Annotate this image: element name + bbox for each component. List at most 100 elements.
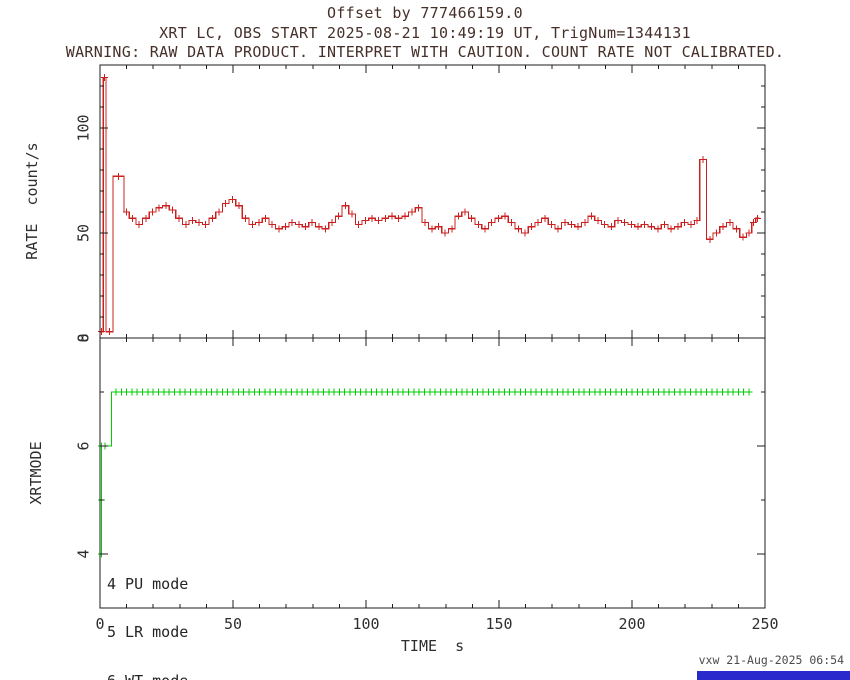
rate-data-marker (508, 219, 516, 226)
title-obs-line: XRT LC, OBS START 2025-08-21 10:49:19 UT… (159, 24, 691, 42)
rate-data-marker (268, 221, 276, 229)
rate-data-marker (661, 221, 669, 229)
rate-data-marker (607, 223, 615, 231)
mode-panel-frame (99, 337, 766, 609)
rate-data-marker (395, 214, 403, 222)
rate-data-marker (528, 223, 536, 231)
rate-data-marker (114, 172, 122, 180)
rate-data-marker (188, 216, 196, 224)
rate-data-marker (541, 214, 549, 222)
rate-data-marker (282, 223, 290, 231)
rate-data-marker (706, 235, 714, 243)
rate-data-marker (375, 216, 383, 224)
time-xtick-label: 250 (751, 615, 778, 633)
title-warning-line: WARNING: RAW DATA PRODUCT. INTERPRET WIT… (65, 43, 785, 61)
rate-data-marker (699, 156, 707, 163)
rate-data-marker (627, 221, 635, 229)
rate-data-marker (328, 219, 336, 226)
rate-data-marker (175, 214, 183, 222)
rate-data-marker (461, 208, 469, 216)
rate-data-marker (182, 221, 190, 229)
rate-data-marker (448, 225, 456, 233)
rate-data-marker (481, 225, 489, 233)
creation-timestamp: vxw 21-Aug-2025 06:54 (698, 653, 844, 667)
mode-ytick-label: 8 (75, 333, 93, 342)
rate-data-marker (248, 221, 256, 229)
rate-data-marker (594, 216, 602, 224)
rate-data-marker (667, 225, 675, 233)
rate-data-marker (587, 212, 595, 220)
rate-data-marker (732, 225, 740, 233)
rate-data-marker (647, 223, 655, 231)
rate-data-marker (614, 216, 622, 224)
rate-data-marker (222, 200, 230, 208)
rate-data-marker (415, 204, 423, 212)
rate-data-marker (567, 221, 575, 229)
rate-data-marker (754, 214, 762, 222)
rate-data-marker (634, 223, 642, 231)
rate-data-marker (501, 212, 509, 220)
rate-data-marker (514, 225, 522, 233)
rate-data-marker (155, 204, 163, 212)
rate-data-marker (242, 214, 250, 222)
rate-data-marker (621, 219, 629, 226)
rate-data-marker (106, 328, 114, 336)
rate-data-marker (554, 225, 562, 233)
mode-ytick-label: 4 (75, 549, 93, 558)
rate-data-marker (348, 210, 356, 218)
rate-data-marker (321, 225, 329, 233)
rate-data-marker (548, 221, 556, 229)
rate-data-marker (712, 229, 720, 237)
rate-data-marker (215, 208, 223, 216)
rate-data-marker (421, 219, 429, 226)
rate-data-marker (726, 219, 734, 226)
rate-data-marker (401, 212, 409, 220)
rate-data-marker (295, 221, 303, 229)
rate-data-marker (561, 219, 569, 226)
rate-data-marker (149, 208, 157, 216)
legend-lr-mode: 5 LR mode (107, 623, 189, 642)
rate-data-marker (361, 216, 369, 224)
footer-highlight-bar (697, 671, 850, 680)
legend-pu-mode: 4 PU mode (107, 574, 189, 593)
rate-data-marker (235, 202, 243, 210)
mode-ytick-label: 6 (75, 441, 93, 450)
legend-wt-mode: 6 WT mode (107, 673, 188, 680)
mode-line (100, 391, 752, 554)
rate-data-marker (308, 219, 316, 226)
rate-data-marker (719, 223, 727, 231)
rate-histogram-line (100, 77, 760, 333)
time-xtick-label: 0 (95, 615, 104, 633)
rate-data-marker (687, 221, 695, 229)
rate-data-marker (745, 229, 753, 237)
rate-ytick-label: 100 (75, 114, 93, 141)
rate-data-marker (468, 214, 476, 222)
rate-data-marker (581, 219, 589, 226)
title-offset-line: Offset by 777466159.0 (327, 4, 523, 22)
time-axis-label: TIME s (400, 637, 465, 655)
rate-panel-frame (99, 64, 766, 339)
rate-data-marker (288, 219, 296, 226)
rate-data-marker (228, 195, 236, 203)
rate-ytick-label: 0 (75, 333, 93, 342)
rate-data-marker (474, 221, 482, 229)
rate-data-marker (129, 214, 137, 222)
rate-data-marker (162, 202, 170, 210)
rate-data-marker (202, 221, 210, 229)
rate-data-marker (693, 216, 701, 224)
rate-data-marker (454, 212, 462, 220)
rate-data-marker (135, 221, 143, 229)
rate-data-marker (601, 221, 609, 229)
rate-data-marker (301, 223, 309, 231)
rate-data-marker (315, 223, 323, 231)
rate-data-marker (255, 219, 263, 226)
rate-data-marker (98, 328, 106, 336)
rate-data-marker (428, 225, 436, 233)
rate-data-marker (739, 233, 747, 241)
rate-data-marker (195, 219, 203, 226)
rate-data-marker (168, 206, 176, 214)
rate-data-marker (750, 219, 758, 226)
rate-data-marker (142, 214, 150, 222)
